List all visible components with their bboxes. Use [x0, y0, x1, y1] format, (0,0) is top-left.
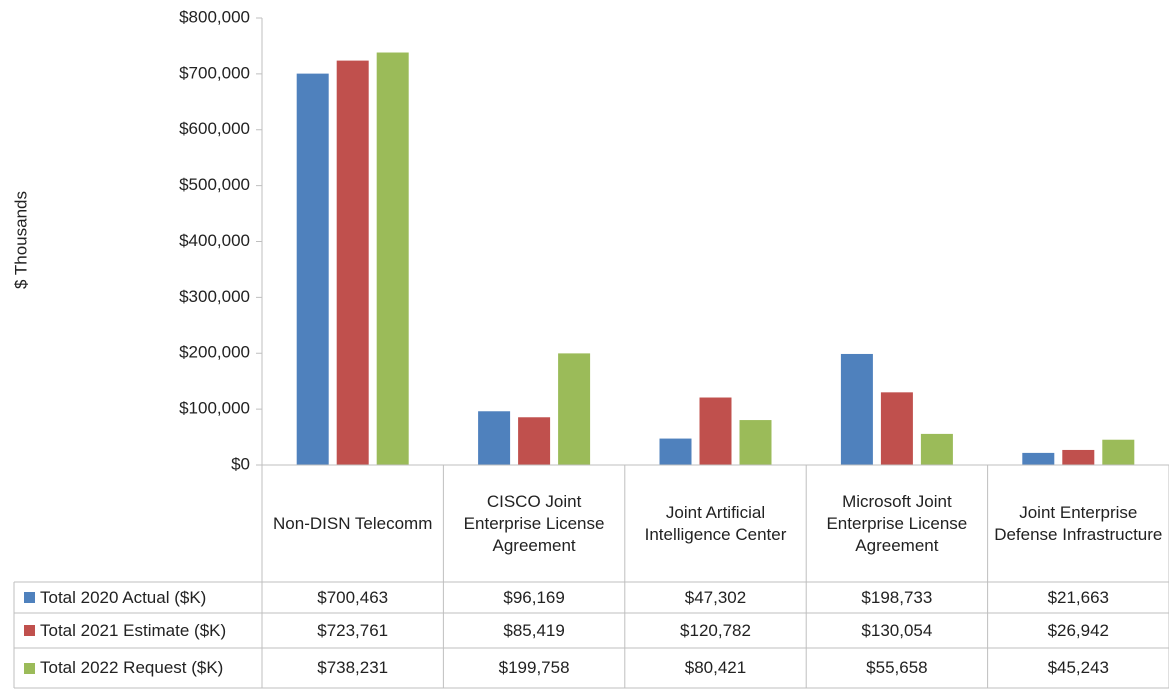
table-value-text: $198,733 [861, 587, 933, 607]
table-value: $120,782 [625, 613, 806, 648]
bar [336, 60, 369, 465]
bar [296, 73, 329, 465]
bar [478, 411, 511, 465]
table-value: $55,658 [806, 648, 987, 688]
table-value-text: $120,782 [680, 620, 751, 640]
bar [376, 52, 409, 465]
table-value-text: $55,658 [866, 658, 928, 677]
y-tick-label: $400,000 [179, 231, 250, 250]
table-value-text: $96,169 [503, 587, 565, 607]
y-tick-label: $500,000 [179, 175, 250, 194]
table-value-text: $26,942 [1047, 620, 1110, 640]
table-value: $80,421 [625, 648, 806, 688]
category-label: Joint Enterprise Defense Infrastructure [988, 465, 1169, 582]
table-value: $26,942 [988, 613, 1169, 648]
table-value: $96,169 [443, 582, 624, 613]
bar [880, 392, 913, 465]
table-value-text: $199,758 [498, 658, 570, 677]
table-value-text: $85,419 [503, 620, 565, 640]
table-value: $21,663 [988, 582, 1169, 613]
category-label: CISCO Joint Enterprise License Agreement [443, 465, 624, 582]
y-tick-label: $800,000 [179, 7, 250, 26]
legend-label: Total 2022 Request ($K) [40, 658, 224, 677]
y-tick-label: $200,000 [179, 343, 250, 362]
bar [840, 353, 873, 465]
table-value: $723,761 [262, 613, 443, 648]
legend-swatch [24, 592, 35, 603]
bar [659, 438, 692, 465]
table-value-text: $80,421 [684, 658, 747, 677]
legend-swatch [24, 625, 35, 636]
bar [1102, 439, 1135, 465]
category-label-text: Joint Enterprise Defense Infrastructure [994, 502, 1163, 544]
legend-entry: Total 2022 Request ($K) [14, 648, 262, 688]
bar [518, 417, 551, 465]
category-label: Microsoft Joint Enterprise License Agree… [806, 465, 987, 582]
legend-entry: Total 2021 Estimate ($K) [14, 613, 262, 648]
category-label-text: Microsoft Joint Enterprise License Agree… [826, 491, 968, 555]
table-value-text: $738,231 [317, 658, 389, 677]
table-value: $199,758 [443, 648, 624, 688]
table-value: $198,733 [806, 582, 987, 613]
table-value-text: $21,663 [1047, 587, 1110, 607]
bar [1062, 449, 1095, 465]
table-value: $47,302 [625, 582, 806, 613]
category-label: Non-DISN Telecomm [262, 465, 443, 582]
y-tick-label: $0 [231, 454, 250, 473]
legend-label: Total 2021 Estimate ($K) [40, 620, 227, 640]
bar [739, 420, 772, 465]
legend-entry: Total 2020 Actual ($K) [14, 582, 262, 613]
table-value: $700,463 [262, 582, 443, 613]
category-label-text: CISCO Joint Enterprise License Agreement [463, 491, 605, 555]
y-tick-label: $300,000 [179, 287, 250, 306]
table-value: $45,243 [988, 648, 1169, 688]
y-tick-label: $600,000 [179, 119, 250, 138]
table-value: $85,419 [443, 613, 624, 648]
y-tick-label: $700,000 [179, 63, 250, 82]
table-value-text: $723,761 [317, 620, 389, 640]
category-label: Joint Artificial Intelligence Center [625, 465, 806, 582]
table-value-text: $45,243 [1047, 658, 1110, 677]
table-value-text: $47,302 [684, 587, 747, 607]
bar [1022, 452, 1055, 465]
legend-label: Total 2020 Actual ($K) [40, 587, 207, 607]
table-value: $738,231 [262, 648, 443, 688]
legend-swatch [24, 662, 35, 674]
bar [558, 353, 591, 465]
bar [920, 433, 953, 465]
y-tick-label: $100,000 [179, 399, 250, 418]
table-value: $130,054 [806, 613, 987, 648]
table-value-text: $130,054 [861, 620, 933, 640]
category-label-text: Non-DISN Telecomm [273, 513, 433, 533]
bar [699, 397, 732, 465]
category-label-text: Joint Artificial Intelligence Center [644, 502, 787, 544]
y-axis-label: $ Thousands [11, 191, 30, 289]
table-value-text: $700,463 [317, 587, 389, 607]
